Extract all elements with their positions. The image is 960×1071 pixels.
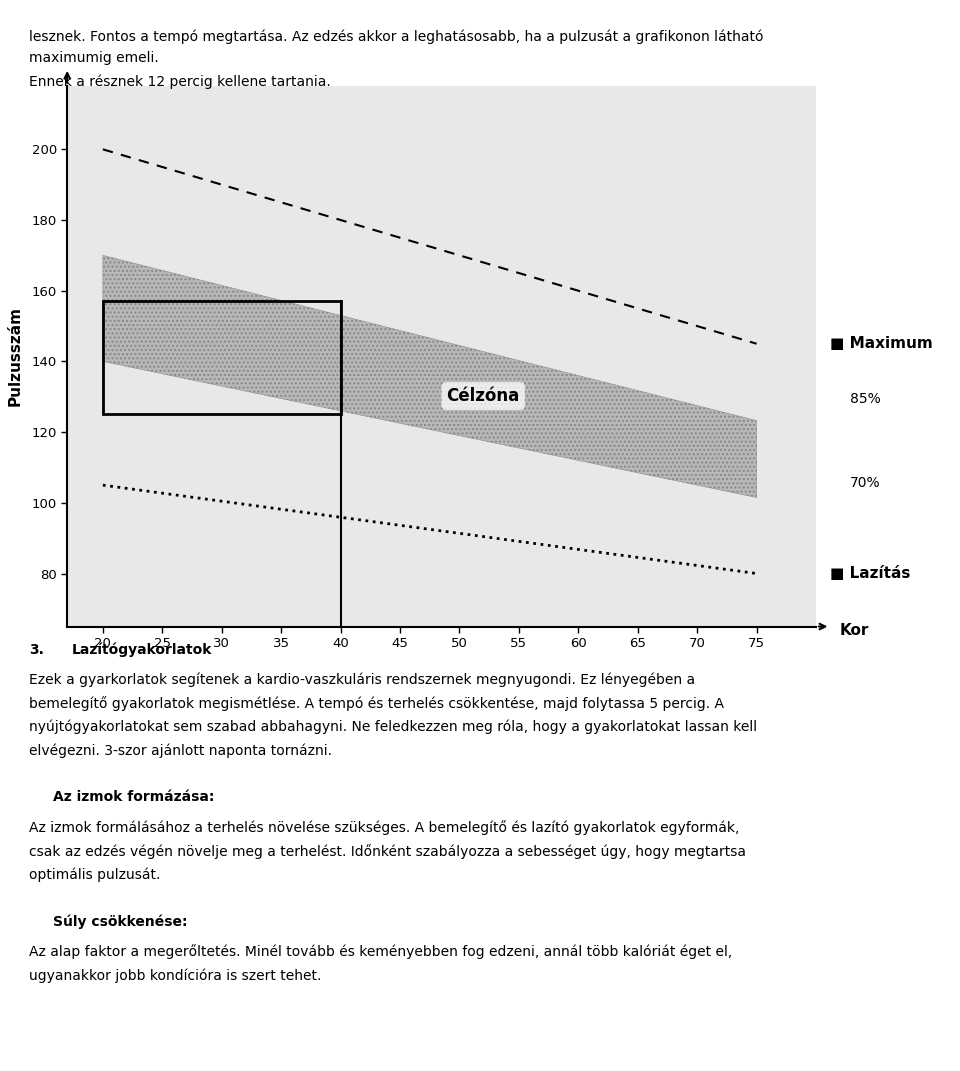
- Text: Az izmok formázása:: Az izmok formázása:: [53, 790, 214, 804]
- Text: maximumig emeli.: maximumig emeli.: [29, 51, 158, 65]
- Text: Az alap faktor a megerőltetés. Minél tovább és keményebben fog edzeni, annál töb: Az alap faktor a megerőltetés. Minél tov…: [29, 945, 732, 960]
- Text: 3.: 3.: [29, 643, 43, 657]
- Text: ■ Lazítás: ■ Lazítás: [830, 565, 911, 580]
- Text: nyújtógyakorlatokat sem szabad abbahagyni. Ne feledkezzen meg róla, hogy a gyako: nyújtógyakorlatokat sem szabad abbahagyn…: [29, 720, 756, 735]
- Text: Lazítógyakorlatok: Lazítógyakorlatok: [72, 643, 212, 658]
- Text: Kor: Kor: [840, 622, 869, 637]
- Text: optimális pulzusát.: optimális pulzusát.: [29, 868, 160, 883]
- Text: Súly csökkenése:: Súly csökkenése:: [53, 915, 187, 930]
- Text: ■ Maximum: ■ Maximum: [830, 336, 933, 351]
- Text: 85%: 85%: [850, 392, 880, 406]
- Text: bemelegítő gyakorlatok megismétlése. A tempó és terhelés csökkentése, majd folyt: bemelegítő gyakorlatok megismétlése. A t…: [29, 696, 724, 711]
- Text: csak az edzés végén növelje meg a terhelést. Időnként szabályozza a sebességet ú: csak az edzés végén növelje meg a terhel…: [29, 844, 746, 859]
- Text: Ezek a gyarkorlatok segítenek a kardio-vaszkuláris rendszernek megnyugondi. Ez l: Ezek a gyarkorlatok segítenek a kardio-v…: [29, 673, 695, 688]
- Text: Célzóna: Célzóna: [446, 387, 519, 405]
- Text: Az izmok formálásához a terhelés növelése szükséges. A bemelegítő és lazító gyak: Az izmok formálásához a terhelés növelés…: [29, 820, 739, 835]
- Text: lesznek. Fontos a tempó megtartása. Az edzés akkor a leghatásosabb, ha a pulzusá: lesznek. Fontos a tempó megtartása. Az e…: [29, 30, 763, 45]
- Text: Ennek a résznek 12 percig kellene tartania.: Ennek a résznek 12 percig kellene tartan…: [29, 75, 330, 90]
- Text: 70%: 70%: [850, 477, 880, 491]
- Text: ugyanakkor jobb kondícióra is szert tehet.: ugyanakkor jobb kondícióra is szert tehe…: [29, 968, 322, 983]
- Bar: [103, 301, 341, 414]
- Y-axis label: Pulzusszám: Pulzusszám: [8, 306, 23, 406]
- Text: elvégezni. 3-szor ajánlott naponta tornázni.: elvégezni. 3-szor ajánlott naponta torná…: [29, 743, 332, 758]
